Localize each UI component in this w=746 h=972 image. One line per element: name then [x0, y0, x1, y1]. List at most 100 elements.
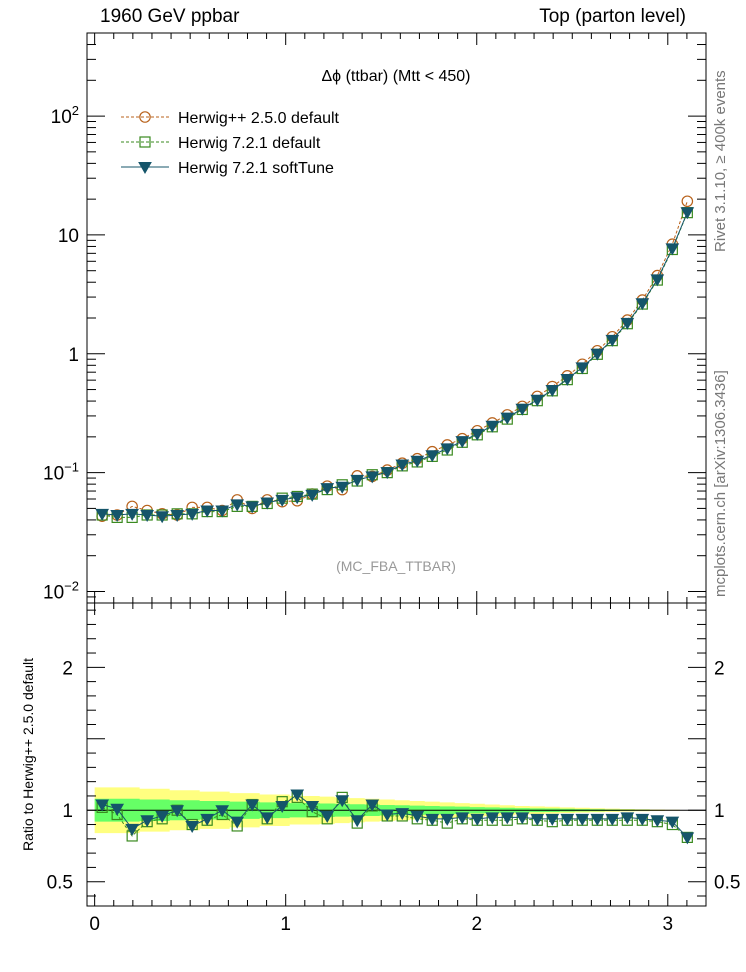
ratio-point	[455, 812, 470, 825]
main-series-circle	[96, 195, 694, 522]
ratio-point	[260, 812, 275, 825]
main-point	[380, 467, 395, 480]
main-point	[665, 243, 680, 256]
ratio-point	[170, 805, 185, 818]
legend-label: Herwig 7.2.1 default	[178, 135, 321, 152]
legend-entry: Herwig++ 2.5.0 default	[121, 110, 340, 127]
main-line	[102, 212, 688, 518]
main-point	[575, 362, 590, 375]
ratio-point	[500, 812, 515, 825]
plot-title: Δϕ (ttbar) (Mtt < 450)	[321, 68, 470, 85]
ratio-point	[470, 813, 485, 826]
ratio-point	[605, 813, 620, 826]
process-label: Top (parton level)	[539, 6, 686, 27]
ratio-y-tick-label: 1	[62, 801, 73, 822]
ratio-point	[620, 812, 635, 825]
ratio-point	[185, 820, 200, 833]
main-series-triangle-down	[95, 207, 695, 524]
ratio-point	[380, 809, 395, 822]
ratio-point	[545, 813, 560, 826]
main-point	[320, 483, 335, 496]
ratio-point	[560, 813, 575, 826]
ratio-point	[215, 805, 230, 818]
main-point	[275, 494, 290, 507]
y-tick-label: 1	[68, 345, 79, 366]
main-point	[185, 508, 200, 521]
main-point	[365, 471, 380, 484]
main-point	[350, 474, 365, 487]
ratio-frame	[86, 602, 707, 907]
main-point	[470, 428, 485, 441]
ratio-point	[305, 800, 320, 813]
ratio-point	[530, 813, 545, 826]
y-tick-label: 102	[51, 103, 79, 128]
main-point	[125, 508, 140, 521]
legend-marker	[138, 162, 152, 175]
ratio-point	[425, 813, 440, 826]
ratio-point	[230, 816, 245, 829]
main-point	[245, 501, 260, 514]
legend-marker	[139, 111, 151, 123]
legend-entry: Herwig 7.2.1 softTune	[121, 160, 334, 177]
ratio-y-tick-label-right: 2	[714, 658, 725, 679]
main-point	[440, 443, 455, 456]
main-point	[681, 195, 694, 208]
main-point	[605, 334, 620, 347]
main-point	[290, 492, 305, 505]
ratio-y-tick-label-right: 1	[714, 801, 725, 822]
ratio-point	[200, 813, 215, 826]
main-point	[590, 348, 605, 361]
ratio-point	[440, 813, 455, 826]
ratio-point	[335, 795, 350, 808]
ratio-y-tick-label-right: 0.5	[714, 873, 740, 894]
main-point	[335, 481, 350, 494]
main-series-square-open	[96, 207, 693, 524]
ratio-point	[635, 813, 650, 826]
main-point	[650, 274, 665, 287]
ratio-point	[110, 803, 125, 816]
ratio-line	[101, 796, 688, 838]
ratio-point	[515, 812, 530, 825]
ratio-point	[350, 815, 365, 828]
ratio-point	[290, 789, 305, 802]
x-tick-label: 3	[663, 914, 674, 935]
ratio-point	[410, 810, 425, 823]
main-point	[230, 499, 245, 512]
legend-marker	[139, 136, 151, 148]
ratio-series-triangle-down	[95, 789, 695, 845]
y-tick-label: 10−1	[43, 460, 79, 485]
main-point	[215, 505, 230, 518]
main-point	[200, 505, 215, 518]
main-point	[545, 384, 560, 397]
main-point	[485, 420, 500, 433]
x-tick-label: 1	[280, 914, 291, 935]
energy-label: 1960 GeV ppbar	[100, 6, 240, 27]
y-tick-label: 10−2	[43, 578, 79, 603]
ratio-point	[275, 800, 290, 813]
main-point	[425, 450, 440, 463]
ratio-point	[680, 832, 695, 845]
ratio-point	[575, 813, 590, 826]
ratio-point	[365, 799, 380, 812]
main-point	[155, 511, 170, 524]
x-tick-label: 0	[89, 914, 100, 935]
main-point	[530, 394, 545, 407]
ratio-point	[590, 813, 605, 826]
main-point	[305, 489, 320, 502]
main-point	[260, 497, 275, 510]
main-point	[110, 510, 125, 523]
main-point	[635, 298, 650, 311]
main-line	[102, 201, 688, 517]
main-point	[95, 508, 110, 521]
watermark: (MC_FBA_TTBAR)	[336, 558, 456, 574]
ratio-point	[245, 799, 260, 812]
ratio-point	[395, 808, 410, 821]
main-point	[620, 317, 635, 330]
ratio-y-tick-label: 2	[62, 658, 73, 679]
main-line	[102, 212, 688, 517]
ratio-point	[125, 823, 140, 836]
legend-label: Herwig++ 2.5.0 default	[178, 110, 340, 127]
ratio-point	[665, 816, 680, 829]
main-point	[515, 403, 530, 416]
